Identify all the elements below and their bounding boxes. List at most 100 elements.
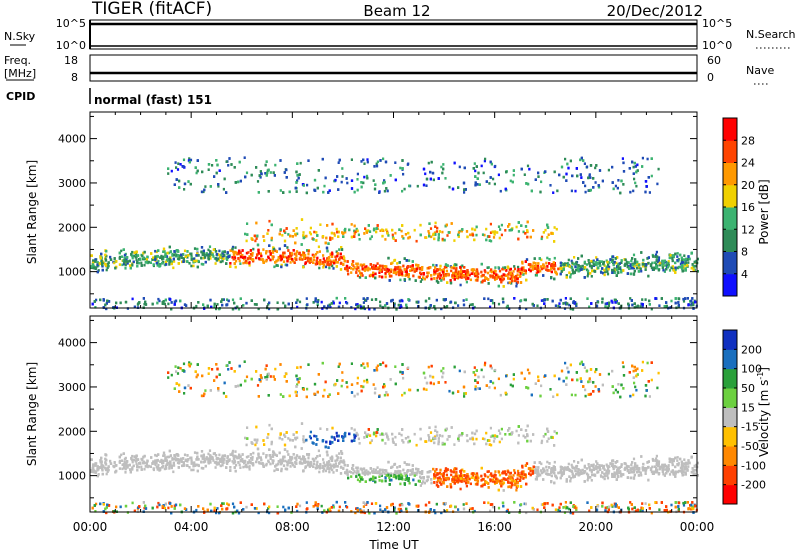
power-cell — [569, 159, 572, 163]
power-cell — [174, 161, 177, 164]
power-cell — [521, 260, 524, 264]
power-cell — [316, 303, 319, 306]
power-cell — [654, 255, 657, 259]
power-cell — [129, 266, 132, 270]
power-cell — [317, 245, 320, 249]
power-cell — [663, 305, 666, 308]
velocity-cell — [469, 507, 472, 511]
power-cell — [525, 278, 528, 282]
power-cell — [391, 261, 394, 265]
power-cell — [615, 261, 618, 265]
power-cell — [294, 186, 297, 190]
velocity-cell — [124, 471, 127, 474]
power-cell — [105, 307, 108, 311]
power-cell — [182, 253, 185, 256]
velocity-cell — [131, 501, 134, 505]
power-cell — [631, 263, 634, 267]
velocity-cell — [526, 368, 530, 372]
power-cell — [537, 270, 540, 274]
velocity-cell — [332, 504, 335, 507]
power-cell — [398, 270, 401, 274]
power-cell — [301, 253, 304, 257]
power-cell — [650, 157, 653, 160]
power-cell — [553, 170, 556, 174]
power-cell — [177, 250, 180, 253]
power-cell — [481, 233, 485, 236]
power-cell — [600, 271, 603, 274]
power-cell — [508, 281, 511, 284]
power-cell — [633, 177, 636, 181]
power-cell — [277, 256, 280, 259]
power-cell — [363, 307, 366, 311]
velocity-cell — [357, 437, 360, 441]
power-cell — [686, 297, 689, 300]
power-cell — [318, 250, 321, 253]
power-cell — [647, 176, 650, 179]
power-cell — [429, 177, 432, 181]
power-cell — [144, 303, 148, 306]
velocity-cell — [335, 431, 338, 435]
velocity-cell — [169, 460, 172, 464]
power-cell — [227, 164, 230, 167]
power-cell — [613, 260, 616, 264]
power-cell — [615, 268, 619, 271]
velocity-cell — [594, 370, 597, 374]
power-cell — [317, 169, 320, 172]
power-cell — [595, 261, 598, 264]
power-cell — [573, 256, 576, 259]
power-cell — [230, 249, 233, 252]
power-cell — [166, 258, 169, 261]
power-cell — [556, 189, 559, 193]
velocity-cell — [378, 479, 381, 482]
power-cell — [403, 278, 406, 281]
power-cell — [321, 235, 325, 238]
power-cell — [354, 307, 357, 311]
power-cell — [445, 305, 449, 308]
colorbar-segment — [723, 162, 737, 186]
power-cell — [576, 266, 579, 270]
power-cell — [307, 252, 310, 256]
velocity-cell — [313, 434, 316, 438]
power-cell — [437, 268, 440, 272]
power-cell — [262, 261, 265, 264]
power-cell — [676, 255, 679, 258]
power-cell — [447, 231, 450, 234]
power-cell — [414, 279, 417, 282]
power-cell — [676, 266, 679, 270]
power-cell — [405, 273, 409, 276]
power-cell — [519, 272, 522, 275]
velocity-cell — [459, 487, 462, 491]
power-cell — [553, 277, 556, 281]
power-cell — [569, 307, 572, 311]
power-cell — [219, 254, 222, 257]
power-cell — [287, 255, 290, 258]
power-cell — [692, 265, 695, 268]
power-cell — [610, 299, 613, 303]
power-cell — [508, 229, 511, 232]
power-cell — [537, 268, 540, 272]
velocity-cell — [365, 469, 368, 472]
nsky-label: N.Sky — [4, 30, 36, 43]
power-cell — [279, 256, 282, 260]
power-cell — [425, 236, 428, 239]
nsearch-label: N.Search — [746, 28, 796, 41]
power-cell — [201, 170, 204, 174]
power-cell — [417, 264, 420, 267]
power-cell — [438, 267, 441, 271]
power-cell — [635, 170, 638, 174]
power-cell — [175, 166, 178, 169]
power-cell — [416, 184, 419, 188]
power-cell — [302, 256, 306, 260]
power-cell — [695, 259, 698, 263]
power-cell — [130, 252, 133, 256]
power-cell — [579, 158, 582, 162]
power-cell — [622, 161, 625, 165]
power-cell — [323, 305, 326, 308]
power-cell — [169, 256, 172, 260]
power-cell — [337, 230, 340, 234]
power-cell — [126, 260, 129, 263]
power-cell — [190, 264, 193, 268]
power-cell — [513, 265, 516, 268]
power-cell — [243, 257, 246, 261]
power-cell — [303, 254, 307, 257]
